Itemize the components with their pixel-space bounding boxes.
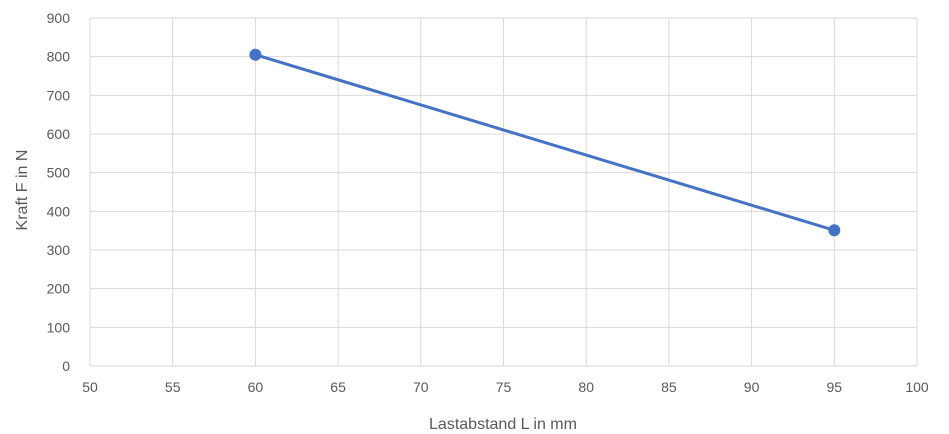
data-point — [249, 48, 262, 61]
x-tick-labels: 50 55 60 65 70 75 80 85 90 95 100 — [82, 379, 929, 395]
x-tick-label: 80 — [578, 379, 594, 395]
series-group — [249, 48, 841, 237]
x-tick-label: 65 — [330, 379, 346, 395]
x-tick-label: 50 — [82, 379, 98, 395]
series-line — [254, 53, 835, 232]
y-tick-label: 0 — [62, 358, 70, 374]
y-tick-label: 100 — [47, 319, 71, 335]
x-tick-label: 90 — [744, 379, 760, 395]
y-tick-labels: 0 100 200 300 400 500 600 700 800 900 — [47, 10, 71, 374]
y-tick-label: 500 — [47, 165, 71, 181]
x-tick-label: 100 — [905, 379, 929, 395]
x-tick-label: 95 — [827, 379, 843, 395]
y-tick-label: 300 — [47, 242, 71, 258]
grid — [89, 17, 918, 367]
y-tick-label: 700 — [47, 87, 71, 103]
y-tick-label: 900 — [47, 10, 71, 26]
y-tick-label: 800 — [47, 49, 71, 65]
x-tick-label: 60 — [248, 379, 264, 395]
x-tick-label: 55 — [165, 379, 181, 395]
y-axis-title: Kraft F in N — [14, 150, 31, 231]
data-point — [828, 224, 841, 237]
x-tick-label: 70 — [413, 379, 429, 395]
x-tick-label: 85 — [661, 379, 677, 395]
x-axis-title: Lastabstand L in mm — [429, 416, 577, 433]
x-tick-label: 75 — [496, 379, 512, 395]
y-tick-label: 600 — [47, 126, 71, 142]
y-tick-label: 200 — [47, 281, 71, 297]
y-tick-label: 400 — [47, 203, 71, 219]
